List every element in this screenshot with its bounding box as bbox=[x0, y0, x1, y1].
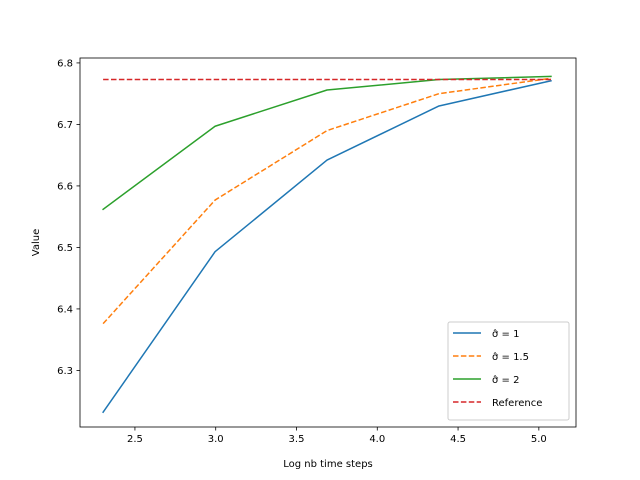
x-tick-label: 3.5 bbox=[289, 434, 305, 445]
y-tick-label: 6.6 bbox=[57, 181, 73, 192]
legend: σ̂ = 1 σ̂ = 1.5 σ̂ = 2 Reference bbox=[447, 321, 570, 421]
y-tick-label: 6.4 bbox=[57, 304, 73, 315]
x-tick-label: 3.0 bbox=[208, 434, 224, 445]
series-line-1 bbox=[102, 77, 552, 325]
legend-label-0: σ̂ = 1 bbox=[492, 328, 519, 340]
legend-label-2: σ̂ = 2 bbox=[492, 374, 519, 386]
y-tick-label: 6.8 bbox=[57, 58, 73, 69]
y-tick-label: 6.3 bbox=[57, 366, 73, 377]
x-tick-label: 4.5 bbox=[450, 434, 466, 445]
x-tick-label: 4.0 bbox=[369, 434, 385, 445]
legend-frame bbox=[447, 321, 570, 421]
y-tick-label: 6.7 bbox=[57, 120, 73, 131]
x-axis-label: Log nb time steps bbox=[283, 459, 373, 470]
x-tick-label: 5.0 bbox=[531, 434, 547, 445]
y-axis-label: Value bbox=[31, 229, 42, 256]
x-axis-ticks: 2.5 3.0 3.5 4.0 4.5 5.0 bbox=[127, 427, 547, 445]
series-line-0 bbox=[102, 79, 552, 414]
plot-frame bbox=[79, 57, 577, 428]
y-axis-ticks: 6.3 6.4 6.5 6.6 6.7 6.8 bbox=[57, 58, 80, 377]
legend-label-3: Reference bbox=[492, 398, 542, 409]
x-tick-label: 2.5 bbox=[127, 434, 143, 445]
legend-label-1: σ̂ = 1.5 bbox=[492, 351, 529, 363]
series-layer bbox=[102, 75, 552, 414]
y-tick-label: 6.5 bbox=[57, 243, 73, 254]
series-line-2 bbox=[102, 75, 552, 211]
